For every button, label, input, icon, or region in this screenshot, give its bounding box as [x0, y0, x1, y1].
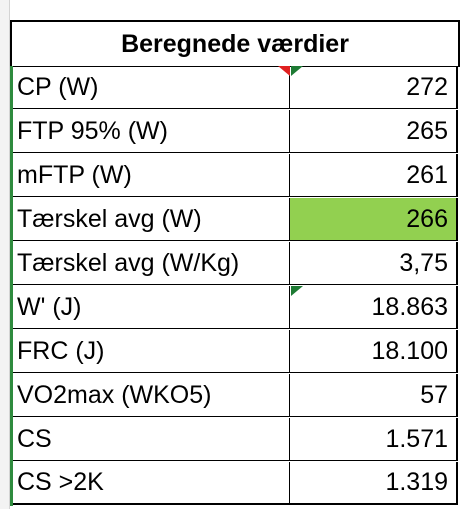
table-row: VO2max (WKO5) 57 [10, 374, 458, 418]
row-value: 272 [290, 66, 458, 109]
row-label: VO2max (WKO5) [10, 374, 290, 417]
column-strip [0, 0, 10, 509]
table-row: W' (J) 18.863 [10, 286, 458, 330]
table-row: mFTP (W) 261 [10, 154, 458, 198]
row-value: 18.100 [290, 330, 458, 373]
row-label: CS [10, 418, 290, 461]
table-row: Tærskel avg (W) 266 [10, 198, 458, 242]
row-value: 18.863 [290, 286, 458, 329]
comment-marker [278, 66, 290, 76]
row-label: CP (W) [10, 66, 290, 109]
row-label: FRC (J) [10, 330, 290, 373]
table-row: FTP 95% (W) 265 [10, 110, 458, 154]
row-label: CS >2K [10, 462, 290, 505]
row-label: Tærskel avg (W/Kg) [10, 242, 290, 285]
table-row: Tærskel avg (W/Kg) 3,75 [10, 242, 458, 286]
row-value: 1.319 [290, 462, 458, 505]
row-value: 261 [290, 154, 458, 197]
row-label: W' (J) [10, 286, 290, 329]
table-row: FRC (J) 18.100 [10, 330, 458, 374]
table-row: CS >2K 1.319 [10, 462, 458, 506]
row-value: 265 [290, 110, 458, 153]
row-label: mFTP (W) [10, 154, 290, 197]
table-title: Beregnede værdier [10, 20, 460, 67]
row-value: 1.571 [290, 418, 458, 461]
note-marker [291, 66, 303, 76]
row-value: 266 [290, 198, 458, 241]
row-value: 3,75 [290, 242, 458, 285]
row-label: Tærskel avg (W) [10, 198, 290, 241]
table-row: CP (W) 272 [10, 66, 458, 110]
note-marker [291, 286, 303, 296]
row-value: 57 [290, 374, 458, 417]
selection-edge [10, 66, 13, 506]
table-row: CS 1.571 [10, 418, 458, 462]
row-label: FTP 95% (W) [10, 110, 290, 153]
